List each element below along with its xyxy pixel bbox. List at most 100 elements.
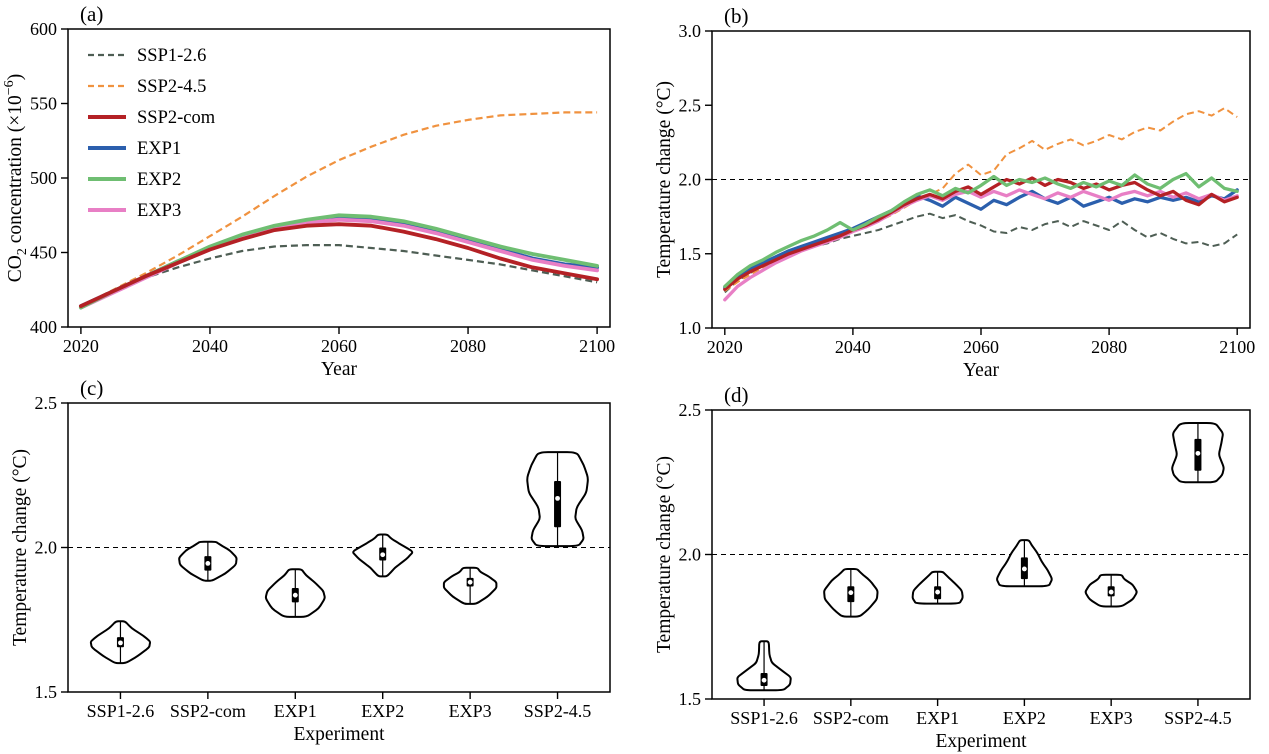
- violin-SSP2-4.5: [1171, 422, 1225, 484]
- series-line-EXP1: [723, 188, 1239, 290]
- y-tick-label: 2.5: [679, 95, 702, 115]
- violin-median-dot: [1195, 450, 1201, 456]
- y-tick-label: 1.5: [35, 682, 58, 702]
- y-axis-label: Temperature change (°C): [654, 456, 675, 653]
- violin-EXP1: [911, 570, 964, 605]
- axes-d: 1.5 2.0 2.5 (d) Experiment Temperature change…: [654, 383, 1251, 752]
- legend-label-EXP2: EXP2: [137, 170, 181, 190]
- category-label-EXP1: EXP1: [916, 708, 959, 728]
- category-label-SSP1-2.6: SSP1-2.6: [730, 708, 798, 728]
- series-line-SSP2-com: [79, 222, 599, 309]
- violin-median-dot: [848, 590, 854, 596]
- x-tick-label: 2040: [192, 336, 228, 356]
- violin-median-dot: [292, 592, 298, 598]
- x-tick-label: 2100: [1219, 337, 1255, 357]
- plot-frame: [711, 409, 1251, 700]
- plot-frame: [711, 30, 1251, 329]
- axes-c: 1.5 2.0 2.5 (c) Experiment Temperature change…: [10, 377, 611, 745]
- x-tick-label: 2080: [1091, 337, 1127, 357]
- series-line-EXP2: [79, 213, 599, 310]
- violin-SSP1-2.6: [89, 620, 152, 665]
- series-line-SSP2-4.5: [80, 111, 598, 308]
- y-tick-label: 2.0: [679, 170, 702, 190]
- y-tick-label: 2.0: [35, 538, 58, 558]
- axes-a: 400 450 500 550 600 2020 2040 2060 2080 2100 (a) Ye…: [1, 2, 615, 377]
- y-tick-label: 1.0: [679, 318, 702, 338]
- x-tick-label: 2020: [63, 336, 99, 356]
- legend-label-EXP1: EXP1: [137, 139, 181, 159]
- series-line-SSP1-2.6: [80, 244, 598, 308]
- y-tick-label: 2.5: [35, 393, 58, 413]
- y-tick-label: 550: [30, 94, 57, 114]
- y-tick-label: 600: [30, 19, 57, 39]
- series-group: [723, 107, 1239, 302]
- y-tick-label: 450: [30, 243, 57, 263]
- violin-EXP3: [442, 566, 498, 605]
- panel-c-temperature-violin-chart: SSP1-2.6 SSP2-com EXP1 EXP2 EXP3 SSP2-4.5 1.5 2…: [10, 377, 611, 745]
- category-label-SSP2-4.5: SSP2-4.5: [524, 701, 592, 721]
- violin-group: SSP1-2.6 SSP2-com EXP1 EXP2 EXP3 SSP2-4.5: [87, 451, 592, 721]
- legend-label-EXP3: EXP3: [137, 201, 181, 221]
- x-tick-label: 2100: [579, 336, 615, 356]
- y-axis-label: Temperature change (°C): [654, 81, 675, 278]
- legend-label-SSP2-4.5: SSP2-4.5: [137, 77, 206, 97]
- x-axis-label: Year: [321, 359, 357, 377]
- y-axis-label: CO2 concentration (×10−6): [1, 74, 30, 282]
- x-tick-label: 2020: [707, 337, 743, 357]
- x-axis-label: Year: [963, 360, 999, 377]
- category-label-EXP3: EXP3: [1090, 708, 1133, 728]
- panel-d-temperature-violin-chart: SSP1-2.6 SSP2-com EXP1 EXP2 EXP3 SSP2-4.5 1.5 2…: [654, 383, 1251, 752]
- legend-label-SSP2-com: SSP2-com: [137, 108, 216, 128]
- series-line-SSP2-4.5: [724, 107, 1238, 292]
- violin-EXP2: [996, 539, 1053, 588]
- violin-group: SSP1-2.6 SSP2-com EXP1 EXP2 EXP3 SSP2-4.5: [730, 422, 1232, 728]
- y-axis-label: Temperature change (°C): [10, 449, 31, 646]
- violin-median-dot: [467, 579, 473, 585]
- x-tick-label: 2060: [321, 336, 357, 356]
- x-tick-label: 2040: [835, 337, 871, 357]
- y-tick-label: 2.0: [679, 545, 702, 565]
- y-tick-label: 1.5: [679, 244, 702, 264]
- series-group: [79, 111, 599, 310]
- category-label-EXP1: EXP1: [274, 701, 317, 721]
- panel-letter: (d): [724, 383, 749, 407]
- category-label-EXP2: EXP2: [361, 701, 404, 721]
- violin-median-dot: [380, 552, 386, 558]
- violin-EXP3: [1084, 573, 1138, 608]
- panel-letter: (a): [80, 2, 103, 26]
- violin-EXP2: [352, 533, 414, 578]
- category-label-EXP3: EXP3: [449, 701, 492, 721]
- violin-SSP1-2.6: [736, 640, 792, 692]
- violin-median-dot: [935, 589, 941, 595]
- category-label-SSP2-com: SSP2-com: [170, 701, 246, 721]
- y-tick-label: 2.5: [679, 400, 702, 420]
- violin-SSP2-com: [178, 540, 238, 582]
- x-axis-label: Experiment: [294, 724, 386, 745]
- y-tick-label: 3.0: [679, 21, 702, 41]
- violin-SSP2-4.5: [526, 451, 589, 548]
- category-label-EXP2: EXP2: [1003, 708, 1046, 728]
- axes-b: 1.0 1.5 2.0 2.5 3.0 2020 2040 2060 2080 2100 (b) Ye…: [654, 4, 1255, 377]
- violin-EXP1: [264, 568, 326, 618]
- violin-median-dot: [1021, 566, 1027, 572]
- y-tick-label: 500: [30, 168, 57, 188]
- violin-median-dot: [555, 495, 560, 501]
- category-label-SSP2-com: SSP2-com: [813, 708, 889, 728]
- violin-median-dot: [1108, 589, 1114, 595]
- violin-median-dot: [205, 560, 211, 566]
- x-tick-label: 2060: [963, 337, 999, 357]
- panel-b-temperature-line-chart: 1.0 1.5 2.0 2.5 3.0 2020 2040 2060 2080 2100 (b) Ye…: [654, 4, 1255, 377]
- panel-letter: (b): [724, 4, 749, 28]
- y-tick-label: 1.5: [679, 689, 702, 709]
- legend-label-SSP1-2.6: SSP1-2.6: [137, 46, 206, 66]
- series-line-SSP2-com: [723, 176, 1239, 292]
- panel-letter: (c): [80, 377, 103, 400]
- x-axis-label: Experiment: [936, 731, 1028, 752]
- legend: SSP1-2.6 SSP2-4.5 SSP2-com EXP1 EXP2 EXP3: [88, 46, 216, 221]
- series-line-EXP2: [723, 171, 1239, 289]
- violin-SSP2-com: [823, 568, 879, 618]
- x-tick-label: 2080: [450, 336, 486, 356]
- panel-a-co2-line-chart: SSP1-2.6SSP2-4.5SSP2-comEXP1EXP2EXP34004…: [1, 2, 615, 377]
- violin-median-dot: [761, 677, 767, 683]
